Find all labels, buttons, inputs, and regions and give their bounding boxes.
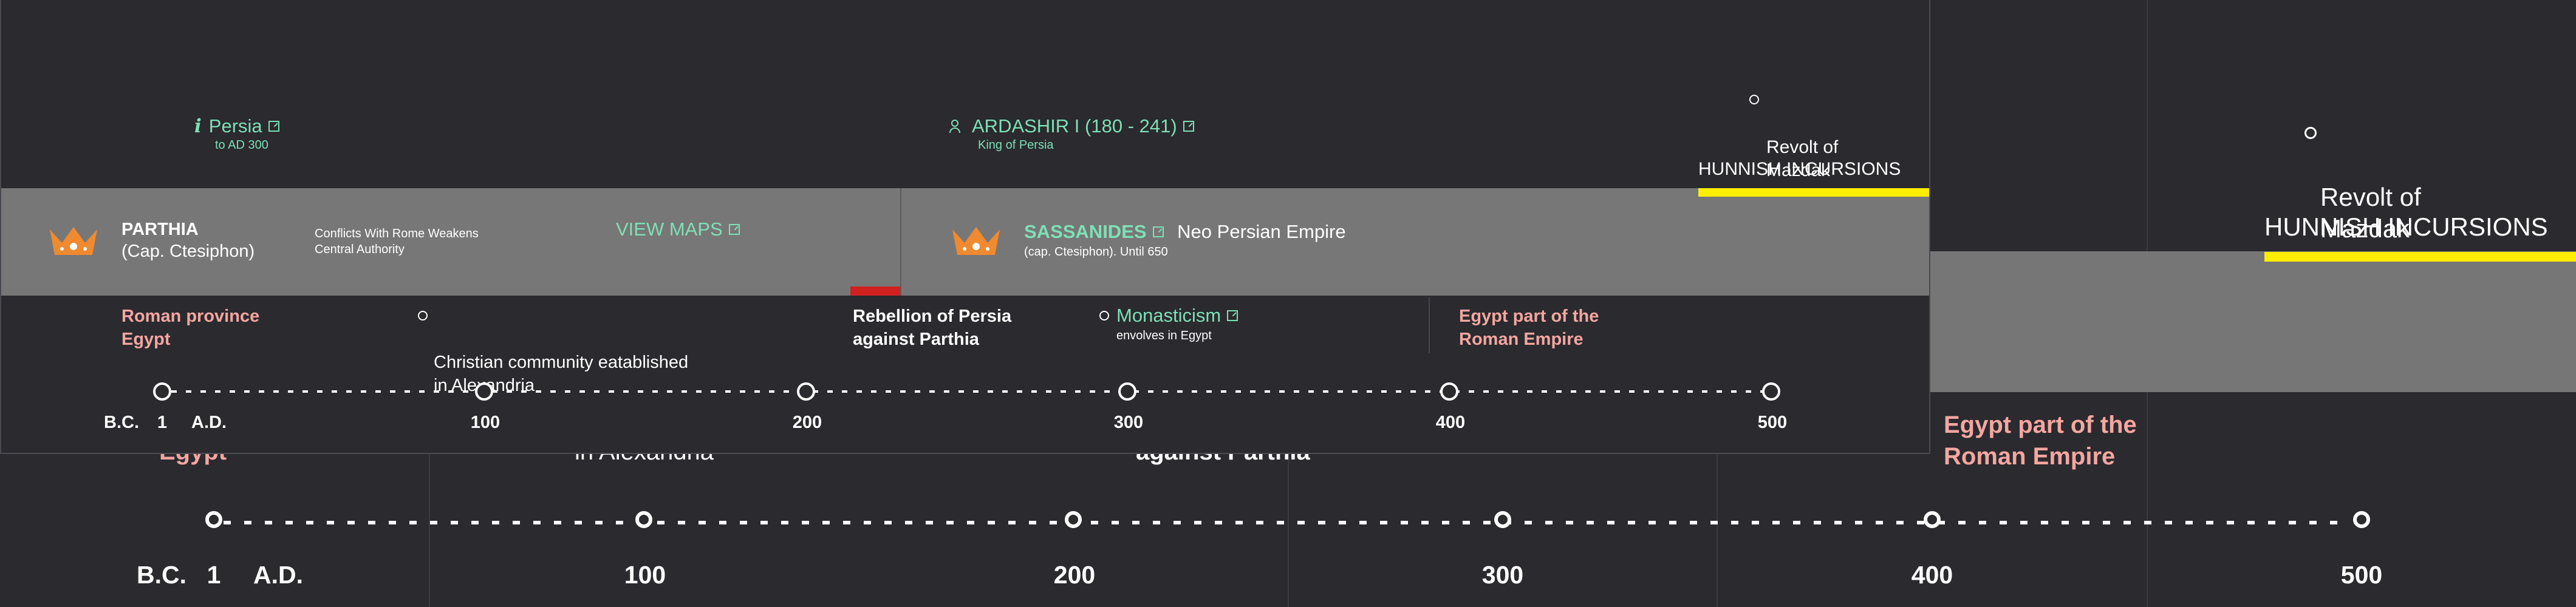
event-persia-sub: to AD 300	[215, 138, 268, 152]
external-link-icon	[728, 224, 740, 235]
event-hunnish-incursions-bg[interactable]: HUNNISH INCURSIONS	[2264, 212, 2548, 241]
event-egypt-part-of-roman-empire[interactable]: Egypt part of the Roman Empire	[1459, 307, 1599, 349]
empire-band-background	[1929, 251, 2576, 392]
rebellion-marker	[850, 287, 900, 296]
axis-tick-label: 500	[1757, 413, 1788, 432]
axis-label-one: 1	[157, 413, 168, 432]
axis-dot[interactable]	[1924, 511, 1941, 528]
circle-bullet-icon	[418, 311, 428, 320]
axis-tick-label: 100	[624, 561, 666, 589]
parthia-name[interactable]: PARTHIA	[121, 220, 199, 239]
axis-tick-label: 200	[792, 413, 822, 432]
axis-label-one: 1	[207, 561, 221, 589]
axis-line	[171, 390, 1775, 393]
sassanides-title[interactable]: SASSANIDES Neo Persian Empire	[1024, 221, 1346, 242]
axis-dot[interactable]	[475, 382, 493, 401]
event-roman-province-egypt[interactable]: Roman province Egypt	[121, 307, 260, 349]
person-icon	[949, 120, 960, 134]
axis-label-ad: A.D.	[253, 561, 303, 589]
timeline-panel: i Persia to AD 300 ARDASHIR I (180 - 241)…	[0, 0, 1930, 454]
axis-tick-label: 400	[1911, 561, 1953, 589]
axis-dot[interactable]	[205, 511, 222, 528]
event-christian-community[interactable]: Christian community eatablished in Alexa…	[418, 305, 688, 397]
sassanides-sub: (cap. Ctesiphon). Until 650	[1024, 245, 1168, 259]
event-monasticism-sub: envolves in Egypt	[1116, 329, 1212, 342]
axis-dot[interactable]	[153, 382, 171, 401]
event-revolt-of-mazdak[interactable]: Revolt of Mazdak	[1749, 90, 1838, 182]
circle-bullet-icon	[2304, 127, 2317, 139]
band-divider	[900, 188, 901, 296]
axis-label-bc: B.C.	[137, 561, 186, 589]
axis-dot[interactable]	[1762, 382, 1780, 401]
axis-dot[interactable]	[797, 382, 815, 401]
crown-icon	[50, 227, 97, 255]
parthia-capital: (Cap. Ctesiphon)	[121, 242, 255, 261]
circle-bullet-icon	[1749, 95, 1759, 104]
axis-tick-label: 400	[1435, 413, 1466, 432]
external-link-icon[interactable]	[268, 121, 279, 132]
external-link-icon[interactable]	[1227, 310, 1238, 321]
view-maps-button[interactable]: VIEW MAPS	[616, 219, 740, 240]
hunnish-duration-bar-bg	[2264, 252, 2576, 262]
parthia-note: Conflicts With Rome Weakens Central Auth…	[315, 227, 479, 256]
external-link-icon[interactable]	[1183, 121, 1194, 132]
hunnish-duration-bar	[1698, 188, 1929, 197]
event-persia[interactable]: i Persia	[194, 115, 279, 137]
axis-tick-label: 100	[470, 413, 501, 432]
axis-dot[interactable]	[1065, 511, 1082, 528]
event-ardashir-sub: King of Persia	[978, 138, 1054, 152]
sassanides-band[interactable]	[901, 188, 1929, 296]
event-egypt-part-bg[interactable]: Egypt part of the Roman Empire	[1944, 412, 2137, 470]
axis-dot[interactable]	[1118, 382, 1136, 401]
external-link-icon[interactable]	[1152, 226, 1164, 237]
info-icon: i	[194, 115, 202, 137]
parthia-band[interactable]	[1, 188, 900, 296]
event-rebellion-of-persia[interactable]: Rebellion of Persia against Parthia	[853, 307, 1012, 349]
axis-dot[interactable]	[1494, 511, 1511, 528]
event-hunnish-incursions[interactable]: HUNNISH INCURSIONS	[1698, 159, 1901, 179]
axis-label-bc: B.C.	[104, 413, 139, 432]
axis-tick-label: 500	[2340, 561, 2383, 589]
axis-label-ad: A.D.	[191, 413, 227, 432]
event-divider	[1429, 297, 1430, 353]
axis-dot[interactable]	[635, 511, 652, 528]
axis-tick-label: 200	[1053, 561, 1096, 589]
axis-tick-label: 300	[1113, 413, 1144, 432]
axis-line-bg	[224, 521, 2349, 524]
axis-tick-label: 300	[1481, 561, 1524, 589]
axis-dot[interactable]	[2353, 511, 2370, 528]
event-monasticism[interactable]: Monasticism	[1099, 305, 1238, 327]
axis-dot[interactable]	[1440, 382, 1458, 401]
crown-icon	[952, 227, 1000, 255]
event-ardashir[interactable]: ARDASHIR I (180 - 241)	[949, 115, 1194, 137]
event-revolt-of-mazdak-bg[interactable]: Revolt of Mazdak	[2304, 118, 2421, 245]
circle-bullet-icon	[1099, 311, 1109, 320]
